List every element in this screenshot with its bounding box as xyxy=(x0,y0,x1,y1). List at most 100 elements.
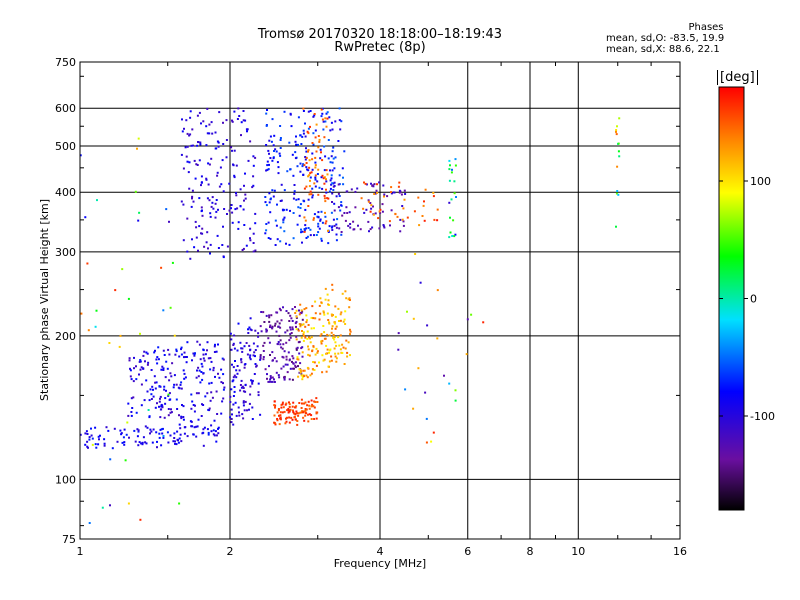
data-point xyxy=(263,341,266,344)
data-point xyxy=(314,161,317,164)
data-point xyxy=(212,433,215,436)
data-point xyxy=(87,329,90,332)
data-point xyxy=(295,328,298,331)
data-point xyxy=(156,402,158,405)
data-point xyxy=(352,228,355,231)
data-point xyxy=(244,119,247,122)
data-point xyxy=(209,368,212,371)
data-point xyxy=(97,435,100,438)
data-point xyxy=(302,110,305,112)
data-point xyxy=(319,218,322,221)
data-point xyxy=(454,389,457,392)
data-point xyxy=(200,122,202,125)
data-point xyxy=(326,117,329,120)
data-point xyxy=(307,175,310,178)
data-point xyxy=(448,168,451,171)
data-point xyxy=(436,337,439,340)
data-point xyxy=(286,363,289,366)
data-point xyxy=(349,333,351,336)
data-point xyxy=(288,243,291,246)
data-point xyxy=(325,191,328,194)
data-point xyxy=(291,153,294,156)
data-point xyxy=(272,195,275,198)
data-point xyxy=(289,326,292,329)
data-point xyxy=(88,522,91,524)
data-point xyxy=(331,128,334,131)
data-point xyxy=(301,346,304,349)
data-point xyxy=(232,395,235,397)
data-point xyxy=(132,380,135,383)
data-point xyxy=(162,309,165,312)
data-point xyxy=(346,212,349,214)
data-point xyxy=(87,446,89,449)
data-point xyxy=(233,334,236,337)
data-point xyxy=(238,369,241,372)
data-point xyxy=(299,134,302,137)
data-point xyxy=(228,209,231,212)
data-point xyxy=(285,242,287,245)
data-point xyxy=(212,366,215,369)
data-point xyxy=(313,113,316,115)
data-point xyxy=(245,128,248,131)
data-point xyxy=(181,130,184,133)
data-point xyxy=(269,211,272,214)
data-point xyxy=(331,192,334,195)
data-point xyxy=(289,314,292,317)
data-point xyxy=(311,158,314,161)
data-point xyxy=(273,421,276,424)
data-point xyxy=(214,131,217,134)
data-point xyxy=(279,416,282,419)
data-point xyxy=(370,207,373,210)
data-point xyxy=(250,379,253,382)
data-point xyxy=(232,379,235,382)
data-point xyxy=(195,236,198,239)
data-point xyxy=(178,437,181,440)
data-point xyxy=(328,190,331,193)
data-point xyxy=(329,169,331,172)
data-point xyxy=(346,355,349,358)
data-point xyxy=(303,334,305,337)
data-point xyxy=(432,191,435,194)
data-point xyxy=(79,154,82,157)
data-point xyxy=(280,346,283,349)
data-point xyxy=(482,321,485,324)
data-point xyxy=(325,178,327,181)
data-point xyxy=(304,401,307,404)
data-point xyxy=(139,360,142,363)
data-point xyxy=(215,390,218,393)
data-point xyxy=(386,195,389,198)
data-point xyxy=(335,344,338,347)
data-point xyxy=(230,408,233,411)
colorbar xyxy=(718,86,745,511)
data-point xyxy=(197,392,200,395)
data-point xyxy=(201,403,203,406)
data-point xyxy=(356,187,359,190)
data-point xyxy=(296,223,299,226)
data-point xyxy=(240,121,243,124)
data-point xyxy=(339,319,342,322)
data-point xyxy=(273,414,276,417)
data-point xyxy=(137,219,140,222)
data-point xyxy=(308,404,311,407)
data-point xyxy=(363,181,365,184)
data-point xyxy=(465,353,468,356)
data-point xyxy=(335,360,338,363)
data-point xyxy=(301,323,304,326)
data-point xyxy=(230,388,233,391)
data-point xyxy=(145,351,148,354)
data-point xyxy=(217,427,219,430)
data-point xyxy=(249,140,252,143)
data-point xyxy=(279,240,282,243)
data-point xyxy=(316,215,319,218)
data-point xyxy=(422,204,425,207)
data-point xyxy=(183,426,186,429)
data-point xyxy=(248,408,250,411)
data-point xyxy=(338,320,340,322)
data-point xyxy=(119,429,122,432)
data-point xyxy=(155,358,158,361)
data-point xyxy=(265,229,268,232)
data-point xyxy=(308,159,311,162)
data-point xyxy=(321,118,324,121)
data-point xyxy=(301,410,304,413)
data-point xyxy=(254,355,256,358)
